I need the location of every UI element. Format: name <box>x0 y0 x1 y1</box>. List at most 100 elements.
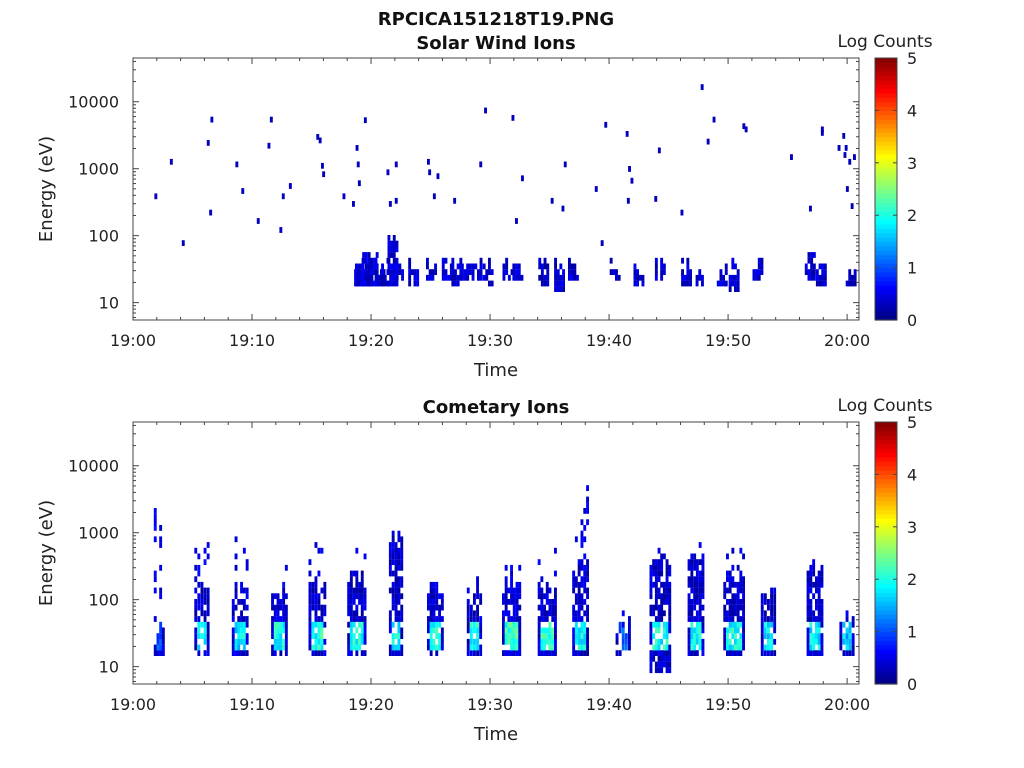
burst-cell <box>736 269 740 275</box>
burst-tail-cell <box>510 564 513 571</box>
burst-cell <box>731 621 735 628</box>
burst-tail-cell <box>504 564 508 571</box>
burst-cell <box>394 564 398 571</box>
burst-cell <box>540 269 544 275</box>
burst-cell <box>845 644 849 651</box>
burst-cell <box>812 263 816 270</box>
burst-cell <box>681 280 684 287</box>
burst-cell <box>649 667 653 674</box>
burst-cell <box>621 644 625 651</box>
colorbar-segment <box>875 522 897 528</box>
colorbar-segment <box>875 513 897 519</box>
burst-cell <box>388 610 392 617</box>
burst-cell <box>400 553 404 560</box>
burst-cell <box>156 638 160 645</box>
burst-cell <box>624 644 628 651</box>
burst-cell <box>657 650 661 656</box>
burst-cell <box>767 599 770 605</box>
burst-cell <box>397 587 401 594</box>
burst-cell <box>662 633 666 639</box>
burst-cell <box>197 604 201 611</box>
burst-cell <box>577 644 581 651</box>
burst-cell <box>510 593 513 600</box>
burst-cell <box>203 610 207 617</box>
colorbar-segment <box>875 237 897 242</box>
burst-cell <box>206 593 210 600</box>
burst-cell <box>665 564 669 571</box>
burst-cell <box>739 604 743 611</box>
burst-cell <box>543 263 547 270</box>
burst-cell <box>237 621 241 628</box>
burst-cell <box>363 638 367 645</box>
burst-cell <box>479 633 483 639</box>
burst-tail-cell <box>240 581 243 588</box>
burst-cell <box>540 650 544 656</box>
burst-cell <box>723 627 727 634</box>
burst-cell <box>662 650 666 656</box>
burst-cell <box>660 604 664 611</box>
burst-cell <box>574 576 578 583</box>
burst-cell <box>476 616 479 622</box>
burst-cell <box>538 263 542 270</box>
burst-cell <box>773 610 777 617</box>
burst-cell <box>395 269 399 275</box>
burst-cell <box>347 593 351 600</box>
burst-cell <box>573 269 577 275</box>
burst-cell <box>586 633 589 639</box>
colorbar-tick-label: 2 <box>907 206 917 225</box>
x-tick-label: 19:30 <box>467 695 513 714</box>
burst-cell <box>728 274 732 281</box>
burst-cell <box>429 610 433 617</box>
burst-tail-cell <box>504 581 508 588</box>
burst-cell <box>546 263 550 270</box>
burst-cell <box>572 638 576 645</box>
burst-cell <box>314 650 318 656</box>
burst-cell <box>723 616 727 622</box>
data-point <box>515 218 518 224</box>
burst-cell <box>701 274 704 281</box>
burst-cell <box>628 638 631 645</box>
burst-cell <box>432 587 436 594</box>
burst-cell <box>363 604 367 611</box>
burst-cell <box>537 627 541 634</box>
burst-cell <box>767 644 770 651</box>
burst-cell <box>736 581 740 588</box>
burst-cell <box>848 621 852 628</box>
burst-cell <box>317 644 321 651</box>
burst-cell <box>845 627 849 634</box>
data-point <box>181 240 185 246</box>
data-point <box>550 197 554 204</box>
burst-cell <box>654 593 658 600</box>
burst-cell <box>570 263 574 270</box>
burst-cell <box>845 650 849 656</box>
burst-cell <box>574 633 578 639</box>
burst-cell <box>373 257 376 264</box>
burst-cell <box>473 638 476 645</box>
burst-cell <box>488 263 491 270</box>
burst-cell <box>360 650 364 656</box>
burst-cell <box>621 627 625 634</box>
burst-cell <box>723 604 727 611</box>
burst-cell <box>394 559 398 565</box>
colorbar-label: Log Counts <box>837 32 932 52</box>
colorbar-segment <box>875 289 897 295</box>
burst-cell <box>695 621 699 628</box>
burst-cell <box>485 269 489 275</box>
burst-cell <box>431 269 435 275</box>
burst-cell <box>515 587 519 594</box>
colorbar-segment <box>875 232 897 238</box>
burst-cell <box>683 280 687 287</box>
burst-cell <box>638 274 642 281</box>
burst-cell <box>317 627 321 634</box>
burst-cell <box>358 599 361 605</box>
colorbar-segment <box>875 197 897 203</box>
colorbar-segment <box>875 127 897 133</box>
x-tick-label: 20:00 <box>824 331 870 350</box>
burst-cell <box>543 638 546 645</box>
burst-cell <box>395 263 399 270</box>
burst-cell <box>537 638 541 645</box>
burst-tail-cell <box>583 508 587 514</box>
burst-cell <box>273 610 277 617</box>
burst-cell <box>504 633 508 639</box>
burst-cell <box>657 559 661 565</box>
